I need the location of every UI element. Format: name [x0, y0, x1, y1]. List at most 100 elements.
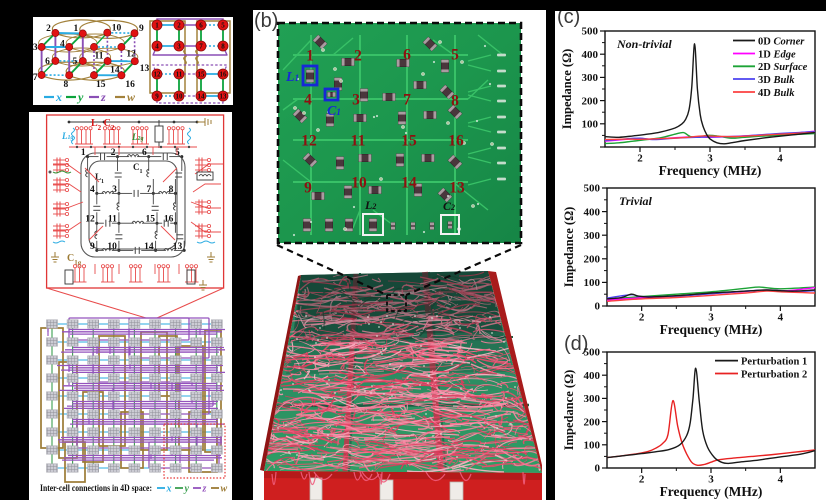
svg-text:0D Corner: 0D Corner [758, 36, 805, 47]
svg-text:13: 13 [173, 242, 183, 252]
svg-text:C1: C1 [327, 104, 341, 119]
svg-text:Frequency (MHz): Frequency (MHz) [659, 163, 762, 178]
svg-text:400: 400 [582, 49, 599, 61]
svg-text:4: 4 [777, 153, 783, 165]
svg-text:400: 400 [584, 370, 601, 382]
svg-text:Inter-cell connections in 4D s: Inter-cell connections in 4D space: [40, 483, 152, 493]
svg-text:Perturbation 2: Perturbation 2 [741, 369, 807, 380]
svg-text:5: 5 [221, 22, 225, 30]
svg-text:z: z [202, 484, 207, 495]
svg-text:3: 3 [708, 474, 714, 486]
svg-text:2: 2 [639, 474, 645, 486]
svg-text:100: 100 [584, 277, 601, 289]
svg-text:9: 9 [304, 180, 312, 197]
svg-text:5: 5 [175, 148, 180, 158]
svg-text:3: 3 [33, 43, 38, 53]
svg-text:Non-trivial: Non-trivial [616, 37, 672, 51]
svg-text:16: 16 [125, 80, 135, 90]
svg-text:200: 200 [584, 254, 601, 266]
svg-text:500: 500 [582, 26, 599, 38]
svg-text:15: 15 [198, 71, 206, 79]
svg-text:2D Surface: 2D Surface [758, 62, 808, 73]
svg-text:10: 10 [112, 24, 122, 34]
svg-text:11: 11 [95, 52, 104, 62]
svg-text:7: 7 [147, 185, 152, 195]
svg-text:14: 14 [401, 175, 417, 192]
svg-text:L1g: L1g [61, 131, 74, 141]
svg-text:4: 4 [155, 43, 159, 51]
svg-text:6: 6 [403, 47, 411, 64]
svg-text:(b): (b) [254, 10, 278, 32]
svg-text:15: 15 [96, 80, 106, 90]
svg-text:6: 6 [199, 22, 203, 30]
svg-text:7: 7 [33, 73, 38, 83]
svg-text:500: 500 [584, 347, 601, 359]
svg-text:w: w [221, 484, 228, 495]
svg-text:L2g: L2g [131, 132, 144, 142]
svg-text:3: 3 [352, 92, 360, 109]
svg-text:Frequency (MHz): Frequency (MHz) [660, 484, 763, 499]
svg-text:10: 10 [107, 242, 117, 252]
svg-text:13: 13 [140, 64, 150, 74]
svg-text:16: 16 [448, 133, 464, 150]
svg-text:L1: L1 [95, 172, 104, 185]
svg-text:8: 8 [221, 43, 225, 51]
svg-text:L2: L2 [364, 198, 376, 212]
svg-text:7: 7 [199, 43, 203, 51]
svg-text:1: 1 [155, 22, 159, 30]
svg-text:z: z [100, 90, 106, 104]
svg-text:1: 1 [306, 48, 314, 65]
svg-text:x: x [166, 484, 172, 495]
svg-text:2: 2 [177, 22, 181, 30]
svg-text:6: 6 [45, 57, 50, 67]
svg-text:8: 8 [63, 80, 68, 90]
svg-text:3: 3 [708, 312, 714, 324]
svg-text:1: 1 [81, 148, 86, 158]
svg-text:9: 9 [90, 242, 95, 252]
svg-text:2: 2 [637, 153, 643, 165]
svg-text:0: 0 [595, 301, 601, 313]
svg-text:w: w [127, 90, 136, 104]
svg-text:2: 2 [46, 24, 51, 34]
svg-text:x: x [55, 90, 62, 104]
svg-text:0: 0 [595, 463, 601, 475]
svg-text:4: 4 [90, 185, 95, 195]
svg-text:8: 8 [169, 185, 174, 195]
svg-text:11: 11 [108, 215, 117, 225]
svg-text:3D Bulk: 3D Bulk [758, 75, 795, 86]
svg-text:10: 10 [351, 175, 367, 192]
svg-text:16: 16 [164, 215, 174, 225]
svg-text:100: 100 [584, 440, 601, 452]
svg-text:9: 9 [155, 93, 159, 101]
svg-text:12: 12 [154, 71, 162, 79]
svg-text:9: 9 [139, 24, 144, 34]
svg-text:7: 7 [403, 92, 411, 109]
svg-text:2: 2 [354, 48, 362, 65]
svg-text:10: 10 [176, 93, 184, 101]
svg-text:12: 12 [85, 215, 95, 225]
svg-text:2: 2 [111, 148, 116, 158]
svg-text:6: 6 [142, 148, 147, 158]
svg-text:y: y [184, 484, 190, 495]
svg-text:3: 3 [112, 185, 117, 195]
svg-text:2: 2 [639, 312, 645, 324]
svg-text:100: 100 [582, 119, 599, 131]
svg-text:1D Edge: 1D Edge [758, 49, 796, 60]
svg-text:C1: C1 [133, 162, 143, 175]
svg-text:Impedance (Ω): Impedance (Ω) [562, 207, 576, 288]
svg-text:200: 200 [582, 95, 599, 107]
svg-text:16: 16 [220, 71, 228, 79]
svg-text:L1: L1 [285, 70, 299, 85]
svg-text:8: 8 [451, 93, 459, 110]
svg-text:14: 14 [198, 93, 206, 101]
svg-text:300: 300 [584, 393, 601, 405]
svg-text:13: 13 [449, 180, 465, 197]
svg-text:14: 14 [144, 242, 154, 252]
svg-text:4: 4 [60, 40, 65, 50]
svg-text:11: 11 [351, 133, 366, 150]
svg-text:y: y [76, 90, 84, 104]
svg-text:4D Bulk: 4D Bulk [758, 88, 795, 99]
svg-text:5: 5 [451, 47, 459, 64]
svg-text:12: 12 [126, 50, 136, 60]
svg-text:1: 1 [74, 24, 79, 34]
